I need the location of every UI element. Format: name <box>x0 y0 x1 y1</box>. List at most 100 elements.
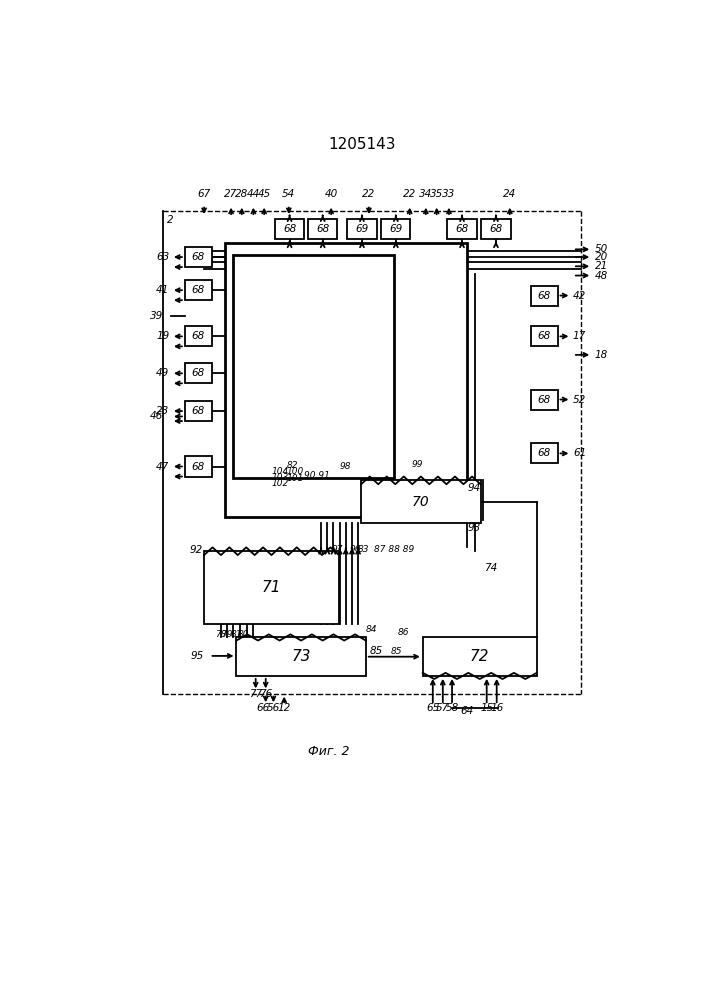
Text: 65: 65 <box>426 703 440 713</box>
Text: 24: 24 <box>503 189 516 199</box>
Bar <box>185 456 212 477</box>
Text: 85: 85 <box>370 646 383 656</box>
Text: 71: 71 <box>262 580 281 595</box>
Text: 64: 64 <box>461 706 474 716</box>
Bar <box>530 389 558 410</box>
Text: 87 88 89: 87 88 89 <box>373 545 414 554</box>
Text: 21: 21 <box>595 261 608 271</box>
Bar <box>185 363 212 383</box>
Bar <box>530 286 558 306</box>
Text: 98: 98 <box>339 462 351 471</box>
Text: 47: 47 <box>156 462 170 472</box>
Bar <box>233 255 395 478</box>
Text: 80: 80 <box>238 630 250 639</box>
Text: 50: 50 <box>595 244 608 254</box>
Text: 100: 100 <box>286 467 304 476</box>
Text: 99: 99 <box>412 460 423 469</box>
Text: 68: 68 <box>192 462 205 472</box>
Text: 83: 83 <box>358 545 370 554</box>
Text: 68: 68 <box>192 368 205 378</box>
Text: 42: 42 <box>573 291 586 301</box>
Text: 40: 40 <box>325 189 338 199</box>
Text: 45: 45 <box>257 189 271 199</box>
Text: 18: 18 <box>595 350 608 360</box>
Text: 22: 22 <box>403 189 416 199</box>
Text: 22: 22 <box>362 189 375 199</box>
Text: 77: 77 <box>249 689 262 699</box>
Text: 69: 69 <box>390 224 402 234</box>
Text: 17: 17 <box>573 331 586 341</box>
Text: 102: 102 <box>272 479 289 488</box>
Text: 23: 23 <box>156 406 170 416</box>
Text: 46: 46 <box>150 411 163 421</box>
Text: 85: 85 <box>390 647 402 656</box>
Text: 35: 35 <box>430 189 443 199</box>
Text: 92: 92 <box>189 545 203 555</box>
Text: 20: 20 <box>595 252 608 262</box>
Text: 74: 74 <box>484 563 498 573</box>
Text: 57: 57 <box>436 703 450 713</box>
Text: 48: 48 <box>595 271 608 281</box>
Text: 68: 68 <box>316 224 329 234</box>
Text: 54: 54 <box>282 189 296 199</box>
Text: 61: 61 <box>573 448 586 458</box>
Text: 49: 49 <box>156 368 170 378</box>
Bar <box>185 401 212 421</box>
Text: 39: 39 <box>150 311 163 321</box>
Text: 68: 68 <box>537 291 551 301</box>
Bar <box>236 637 366 676</box>
Text: 86: 86 <box>398 628 409 637</box>
Bar <box>481 219 510 239</box>
Text: 72: 72 <box>470 649 489 664</box>
Text: 68: 68 <box>192 406 205 416</box>
Text: 27: 27 <box>224 189 238 199</box>
Text: 104: 104 <box>272 467 289 476</box>
Text: 67: 67 <box>197 189 211 199</box>
Bar <box>185 280 212 300</box>
Text: 44: 44 <box>247 189 260 199</box>
Text: 68: 68 <box>455 224 469 234</box>
Text: 15: 15 <box>480 703 493 713</box>
Text: 82: 82 <box>286 461 298 470</box>
Text: 12: 12 <box>278 703 291 713</box>
Text: 33: 33 <box>443 189 455 199</box>
Text: 68: 68 <box>489 224 503 234</box>
Text: 66: 66 <box>256 703 269 713</box>
Text: 68: 68 <box>192 252 205 262</box>
Bar <box>361 480 481 523</box>
Bar <box>530 326 558 346</box>
Bar <box>423 637 537 676</box>
Bar <box>308 219 337 239</box>
Text: 68: 68 <box>537 448 551 458</box>
Text: 81: 81 <box>230 630 242 639</box>
Text: 58: 58 <box>445 703 459 713</box>
Bar <box>448 219 477 239</box>
Text: 68: 68 <box>192 331 205 341</box>
Text: 68: 68 <box>537 395 551 405</box>
Text: 52: 52 <box>573 395 586 405</box>
Text: 94: 94 <box>467 483 481 493</box>
Text: 28: 28 <box>235 189 248 199</box>
Text: 79: 79 <box>221 630 233 639</box>
Text: 56: 56 <box>267 703 280 713</box>
Text: 90 91: 90 91 <box>304 471 330 480</box>
Text: 34: 34 <box>419 189 433 199</box>
Text: 76: 76 <box>259 689 272 699</box>
Text: Фиг. 2: Фиг. 2 <box>308 745 349 758</box>
Text: 41: 41 <box>156 285 170 295</box>
Bar <box>204 551 339 624</box>
Text: 70: 70 <box>412 495 430 509</box>
Text: 68: 68 <box>192 285 205 295</box>
Bar <box>275 219 304 239</box>
Text: 68: 68 <box>283 224 296 234</box>
Bar <box>530 443 558 463</box>
Text: 101: 101 <box>286 474 304 483</box>
Bar <box>185 326 212 346</box>
Text: 78: 78 <box>215 630 226 639</box>
Text: 84: 84 <box>366 625 378 634</box>
Text: 63: 63 <box>156 252 170 262</box>
Bar <box>185 247 212 267</box>
Text: 93: 93 <box>467 523 481 533</box>
Text: 2: 2 <box>167 215 174 225</box>
Text: 73: 73 <box>291 649 311 664</box>
